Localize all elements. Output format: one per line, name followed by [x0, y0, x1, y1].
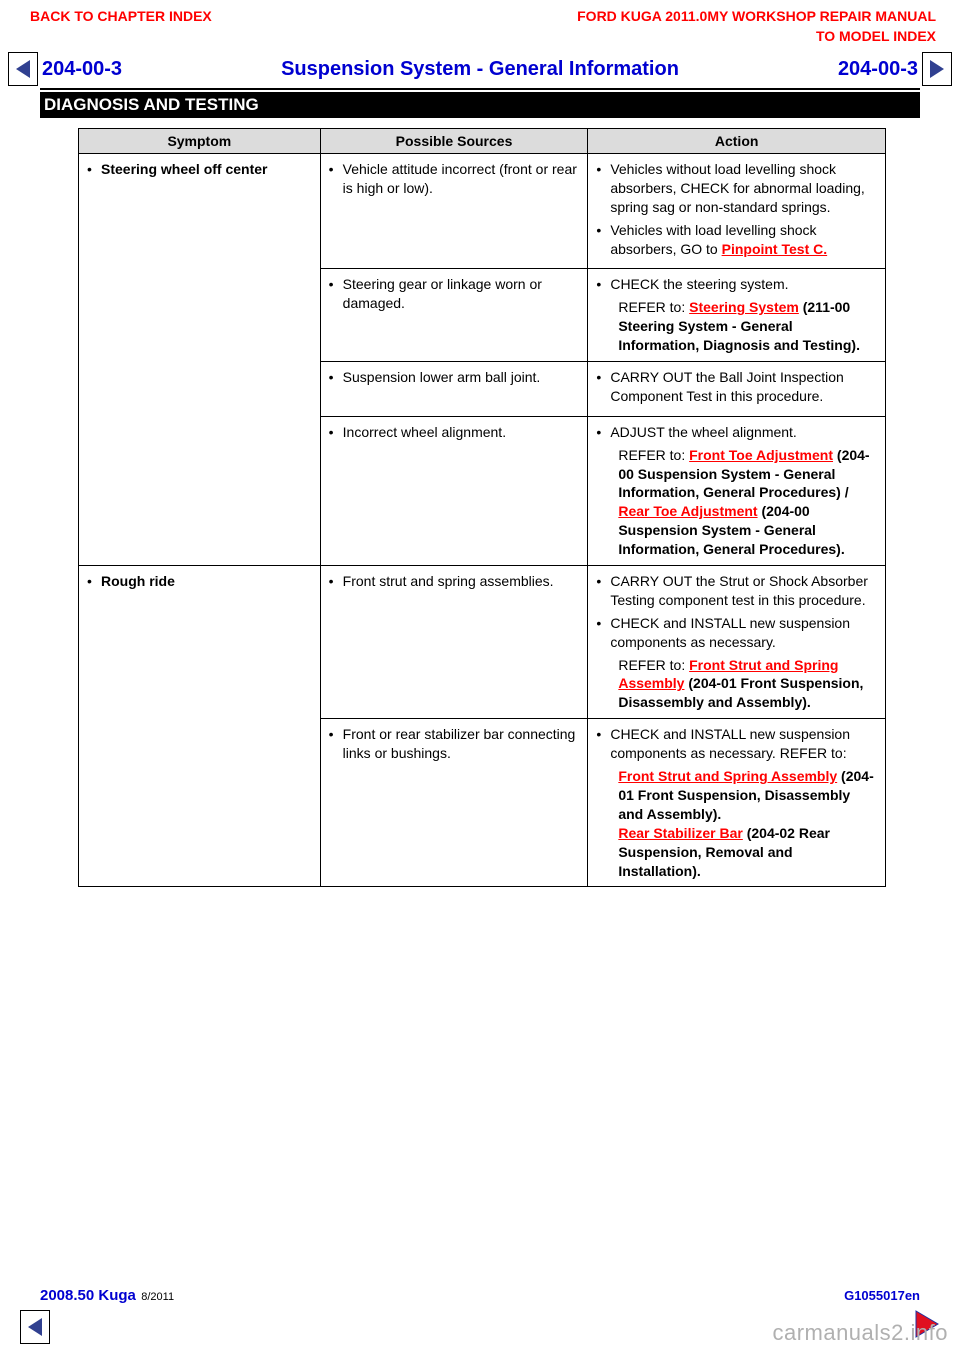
th-sources: Possible Sources — [320, 129, 588, 154]
footer-date: 8/2011 — [141, 1291, 174, 1303]
th-symptom: Symptom — [79, 129, 321, 154]
source-text: Front or rear stabilizer bar connecting … — [329, 725, 580, 763]
th-action: Action — [588, 129, 886, 154]
section-number-left: 204-00-3 — [42, 58, 162, 81]
back-to-chapter-link[interactable]: BACK TO CHAPTER INDEX — [30, 8, 212, 24]
next-page-button[interactable] — [922, 52, 952, 86]
action-text: Vehicles with load levelling shock absor… — [596, 221, 877, 259]
source-text: Front strut and spring assemblies. — [329, 572, 580, 591]
section-number-right: 204-00-3 — [798, 58, 918, 81]
refer-lead: REFER to: — [618, 657, 689, 673]
source-cell: Steering gear or linkage worn or damaged… — [320, 269, 588, 362]
source-cell: Suspension lower arm ball joint. — [320, 362, 588, 417]
arrow-right-red-icon — [912, 1309, 942, 1339]
footer-model: 2008.50 Kuga — [40, 1287, 136, 1304]
refer-sep: / — [841, 484, 849, 500]
front-toe-link[interactable]: Front Toe Adjustment — [689, 447, 833, 463]
section-title: Suspension System - General Information — [162, 58, 798, 81]
action-text: CHECK the steering system. — [596, 275, 877, 294]
action-cell: CHECK and INSTALL new suspension compone… — [588, 719, 886, 887]
source-text: Steering gear or linkage worn or damaged… — [329, 275, 580, 313]
next-page-button-bottom[interactable] — [912, 1309, 942, 1344]
source-cell: Vehicle attitude incorrect (front or rea… — [320, 154, 588, 269]
symptom-cell: Rough ride — [79, 566, 321, 887]
refer-block: REFER to: Steering System (211-00 Steeri… — [596, 298, 877, 355]
rear-stabilizer-link[interactable]: Rear Stabilizer Bar — [618, 825, 743, 841]
symptom-text: Rough ride — [101, 573, 175, 589]
action-text: ADJUST the wheel alignment. — [596, 423, 877, 442]
source-cell: Front strut and spring assemblies. — [320, 566, 588, 719]
steering-system-link[interactable]: Steering System — [689, 299, 799, 315]
action-cell: CARRY OUT the Ball Joint Inspection Comp… — [588, 362, 886, 417]
source-cell: Front or rear stabilizer bar connecting … — [320, 719, 588, 887]
action-cell: Vehicles without load levelling shock ab… — [588, 154, 886, 269]
to-model-index-link[interactable]: TO MODEL INDEX — [816, 28, 936, 44]
page: BACK TO CHAPTER INDEX FORD KUGA 2011.0MY… — [0, 0, 960, 1358]
table-header-row: Symptom Possible Sources Action — [79, 129, 886, 154]
footer-left: 2008.50 Kuga 8/2011 — [40, 1287, 174, 1304]
action-cell: ADJUST the wheel alignment. REFER to: Fr… — [588, 416, 886, 565]
action-text: CHECK and INSTALL new suspension compone… — [596, 725, 877, 763]
action-cell: CHECK the steering system. REFER to: Ste… — [588, 269, 886, 362]
rear-toe-link[interactable]: Rear Toe Adjustment — [618, 503, 757, 519]
action-text: CARRY OUT the Ball Joint Inspection Comp… — [596, 368, 877, 406]
manual-title-link[interactable]: FORD KUGA 2011.0MY WORKSHOP REPAIR MANUA… — [577, 8, 936, 24]
footer-code: G1055017en — [844, 1288, 920, 1303]
header-bar: 204-00-3 Suspension System - General Inf… — [8, 52, 952, 86]
footer: 2008.50 Kuga 8/2011 G1055017en — [40, 1287, 920, 1304]
pinpoint-test-link[interactable]: Pinpoint Test C. — [722, 241, 828, 257]
action-cell: CARRY OUT the Strut or Shock Absorber Te… — [588, 566, 886, 719]
arrow-right-icon — [926, 58, 948, 80]
header-mid: 204-00-3 Suspension System - General Inf… — [38, 58, 922, 81]
diagnosis-heading: DIAGNOSIS AND TESTING — [40, 92, 920, 118]
symptom-text: Steering wheel off center — [101, 161, 267, 177]
source-text: Incorrect wheel alignment. — [329, 423, 580, 442]
arrow-left-icon — [12, 58, 34, 80]
prev-page-button-bottom[interactable] — [20, 1310, 50, 1344]
symptom-table: Symptom Possible Sources Action Steering… — [78, 128, 886, 887]
refer-block: REFER to: Front Strut and Spring Assembl… — [596, 656, 877, 713]
refer-block: REFER to: Front Toe Adjustment (204-00 S… — [596, 446, 877, 559]
table-row: Rough ride Front strut and spring assemb… — [79, 566, 886, 719]
arrow-left-icon — [24, 1316, 46, 1338]
refer-lead: REFER to: — [618, 299, 689, 315]
refer-list-item: Rear Stabilizer Bar (204-02 Rear Suspens… — [596, 824, 877, 881]
prev-page-button[interactable] — [8, 52, 38, 86]
header-rule — [40, 88, 920, 90]
action-text: CARRY OUT the Strut or Shock Absorber Te… — [596, 572, 877, 610]
refer-lead: REFER to: — [618, 447, 689, 463]
symptom-cell: Steering wheel off center — [79, 154, 321, 566]
source-text: Vehicle attitude incorrect (front or rea… — [329, 160, 580, 198]
front-strut-link[interactable]: Front Strut and Spring Assembly — [618, 768, 837, 784]
table-row: Steering wheel off center Vehicle attitu… — [79, 154, 886, 269]
action-text: Vehicles without load levelling shock ab… — [596, 160, 877, 217]
source-text: Suspension lower arm ball joint. — [329, 368, 580, 387]
source-cell: Incorrect wheel alignment. — [320, 416, 588, 565]
refer-list-item: Front Strut and Spring Assembly (204-01 … — [596, 767, 877, 824]
action-text: CHECK and INSTALL new suspension compone… — [596, 614, 877, 652]
